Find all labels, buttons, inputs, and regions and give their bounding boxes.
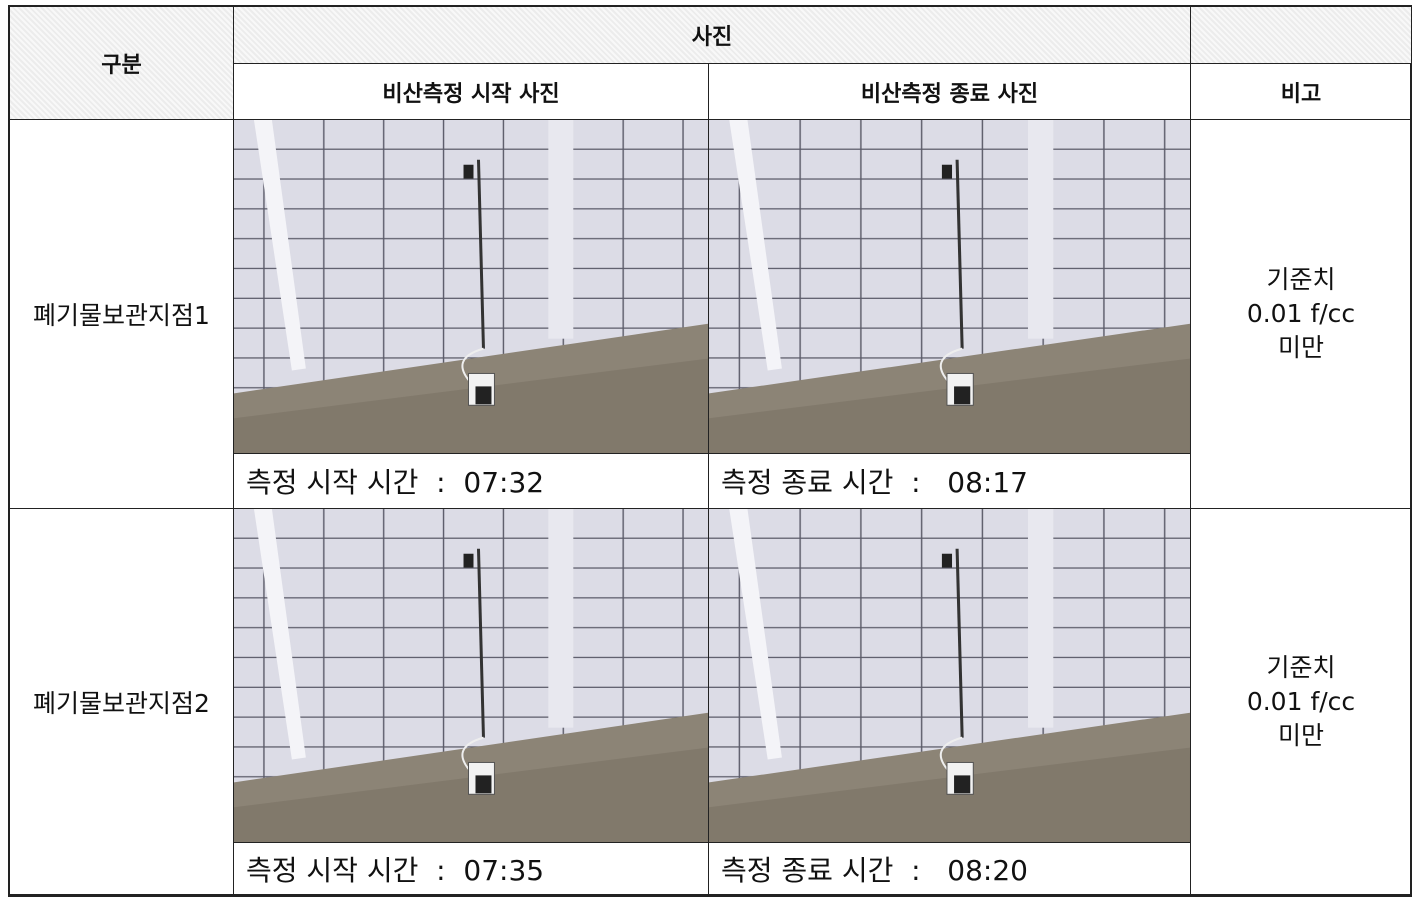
end-caption: 측정 종료 시간 : 08:20 <box>709 843 1191 895</box>
header-category: 구분 <box>10 7 234 120</box>
start-caption: 측정 시작 시간 : 07:32 <box>234 454 709 509</box>
remark-line: 0.01 f/cc <box>1246 299 1356 328</box>
row-label: 폐기물보관지점2 <box>10 509 234 895</box>
start-caption: 측정 시작 시간 : 07:35 <box>234 843 709 895</box>
photo <box>709 120 1191 454</box>
photo-image <box>709 509 1190 842</box>
header-empty <box>1191 7 1412 64</box>
remark-line: 기준치 <box>1266 265 1336 294</box>
remark-line: 미만 <box>1277 720 1324 750</box>
photo-image <box>234 509 708 842</box>
header-photos: 사진 <box>234 7 1191 64</box>
photo <box>234 509 709 843</box>
remark-line: 0.01 f/cc <box>1246 686 1356 716</box>
photo-image <box>234 120 708 453</box>
row-label: 폐기물보관지점1 <box>10 120 234 509</box>
remark-line: 기준치 <box>1266 652 1336 682</box>
table: 구분 사진 비산측정 시작 사진 비산측정 종료 사진 비고 폐기물보관지점1 측… <box>8 5 1412 897</box>
photo <box>709 509 1191 843</box>
end-caption: 측정 종료 시간 : 08:17 <box>709 454 1191 509</box>
remarks: 기준치 0.01 f/cc 미만 <box>1191 120 1412 509</box>
header-remarks: 비고 <box>1191 64 1412 120</box>
remarks: 기준치 0.01 f/cc 미만 <box>1191 509 1412 895</box>
remark-line: 미만 <box>1277 333 1324 362</box>
header-start-photo: 비산측정 시작 사진 <box>234 64 709 120</box>
photo <box>234 120 709 454</box>
photo-image <box>709 120 1190 453</box>
header-end-photo: 비산측정 종료 사진 <box>709 64 1191 120</box>
